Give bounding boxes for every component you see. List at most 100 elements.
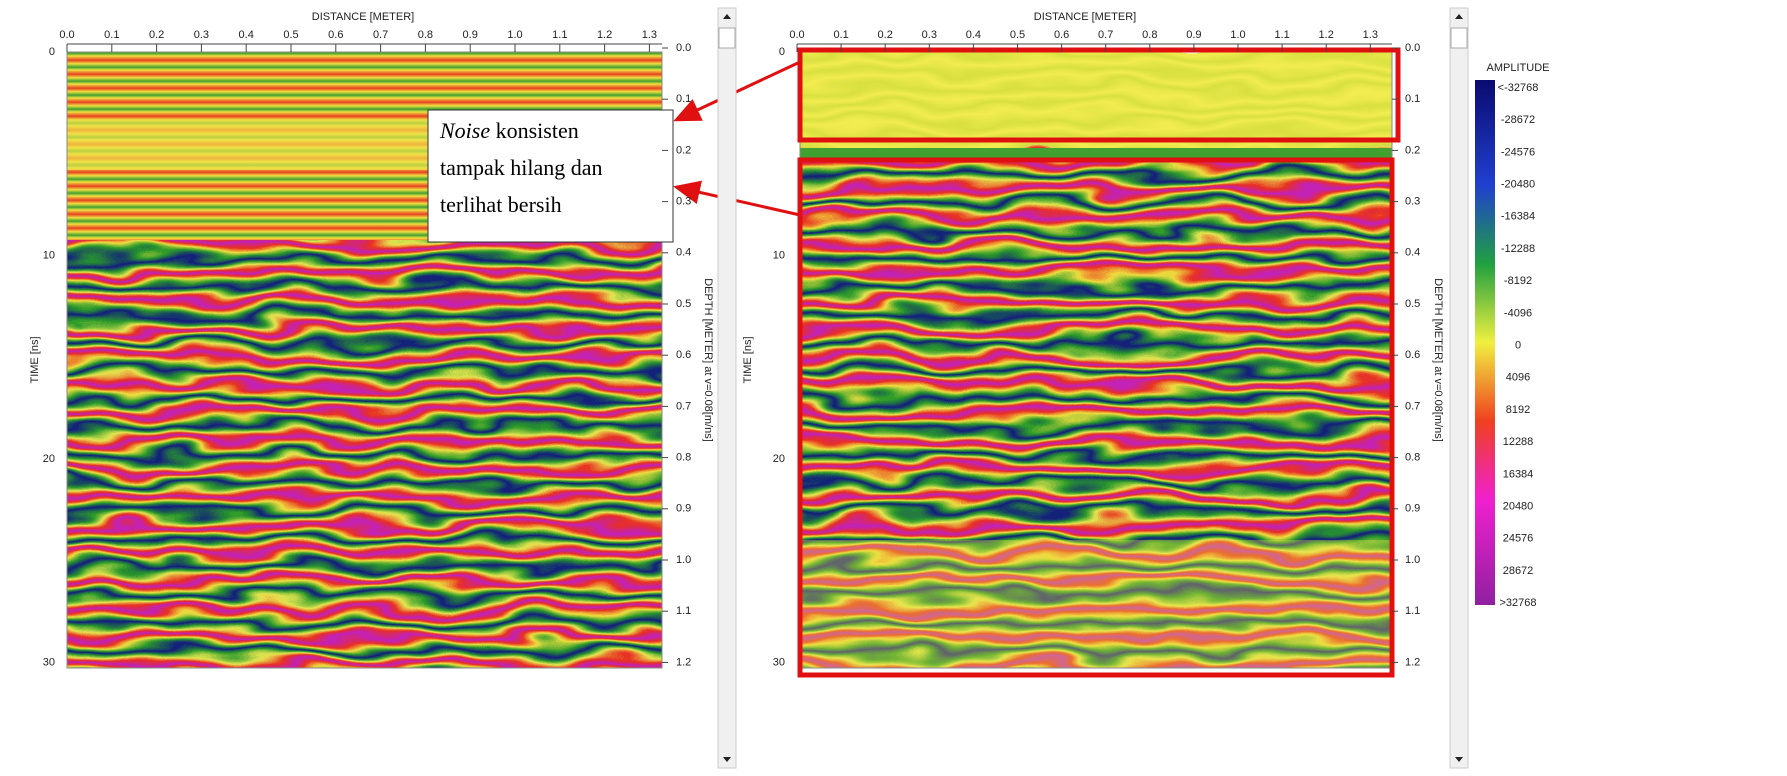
y2-tick-label: 0.0 (1405, 42, 1420, 54)
y-axis-title: TIME [ns] (29, 336, 41, 383)
x-tick-label: 0.7 (373, 29, 388, 41)
annotation-line: terlihat bersih (440, 192, 562, 217)
x-tick-label: 0.5 (1010, 29, 1025, 41)
y2-tick-label: 1.2 (676, 656, 691, 668)
x-tick-label: 0.2 (878, 29, 893, 41)
arrow (673, 60, 801, 122)
y2-axis-title: DEPTH [METER] at v=0.08[m/ns] (702, 278, 714, 442)
y2-tick-label: 0.8 (676, 452, 691, 464)
radargram-filtered (800, 52, 1392, 668)
colorbar-label: 8192 (1506, 404, 1530, 416)
colorbar (1475, 80, 1495, 605)
y2-tick-label: 0.7 (1405, 400, 1420, 412)
colorbar-label: 24576 (1503, 533, 1534, 545)
x-tick-label: 0.0 (789, 29, 804, 41)
x-tick-label: 1.0 (507, 29, 522, 41)
y2-tick-label: 1.0 (676, 554, 691, 566)
annotation-text: konsisten (496, 118, 579, 143)
y2-tick-label: 0.3 (1405, 196, 1420, 208)
annotation-italic: Noise (439, 118, 490, 143)
x-tick-label: 0.4 (966, 29, 981, 41)
x-tick-label: 1.3 (1363, 29, 1378, 41)
y2-tick-label: 0.6 (1405, 349, 1420, 361)
scroll-down[interactable] (1455, 757, 1463, 762)
x-tick-label: 0.1 (833, 29, 848, 41)
colorbar-label: 0 (1515, 340, 1521, 352)
y2-tick-label: 1.1 (676, 605, 691, 617)
x-tick-label: 0.8 (1142, 29, 1157, 41)
colorbar-label: <-32768 (1498, 82, 1539, 94)
x-tick-label: 0.2 (149, 29, 164, 41)
y2-tick-label: 0.9 (676, 503, 691, 515)
y2-tick-label: 0.3 (676, 196, 691, 208)
scroll-down[interactable] (723, 757, 731, 762)
colorbar-label: -4096 (1504, 307, 1532, 319)
y-tick-label: 10 (773, 249, 785, 261)
x-tick-label: 1.1 (552, 29, 567, 41)
x-tick-label: 0.9 (463, 29, 478, 41)
y2-tick-label: 0.5 (1405, 298, 1420, 310)
y2-tick-label: 0.6 (676, 349, 691, 361)
x-tick-label: 0.3 (194, 29, 209, 41)
colorbar-label: 20480 (1503, 501, 1534, 513)
scroll-thumb[interactable] (718, 27, 736, 49)
x-tick-label: 0.1 (104, 29, 119, 41)
annotation-line: tampak hilang dan (440, 155, 603, 180)
y-tick-label: 20 (773, 453, 785, 465)
y-tick-label: 30 (773, 656, 785, 668)
y-tick-label: 30 (43, 656, 55, 668)
scroll-thumb[interactable] (1450, 27, 1468, 49)
colorbar-label: -24576 (1501, 146, 1535, 158)
colorbar-label: 4096 (1506, 372, 1530, 384)
y2-tick-label: 0.2 (1405, 144, 1420, 156)
y-axis-title: TIME [ns] (742, 336, 754, 383)
colorbar-label: 28672 (1503, 565, 1534, 577)
x-tick-label: 0.4 (239, 29, 254, 41)
x-axis-title: DISTANCE [METER] (312, 11, 414, 23)
x-tick-label: 0.3 (922, 29, 937, 41)
plot-frame (66, 51, 663, 669)
colorbar-label: 12288 (1503, 436, 1534, 448)
annotation-line: Noise konsisten (439, 118, 579, 143)
colorbar-label: -20480 (1501, 179, 1535, 191)
y2-tick-label: 0.2 (676, 144, 691, 156)
y2-tick-label: 0.0 (676, 42, 691, 54)
x-tick-label: 0.6 (1054, 29, 1069, 41)
y2-tick-label: 0.8 (1405, 452, 1420, 464)
x-tick-label: 0.5 (283, 29, 298, 41)
colorbar-label: -8192 (1504, 275, 1532, 287)
y2-axis-title: DEPTH [METER] at v=0.08[m/ns] (1432, 278, 1444, 442)
scroll-up[interactable] (1455, 14, 1463, 19)
x-axis-title: DISTANCE [METER] (1034, 11, 1136, 23)
annotation: Noise konsisten tampak hilang dan terlih… (427, 109, 674, 243)
y2-tick-label: 0.1 (676, 93, 691, 105)
y2-tick-label: 0.9 (1405, 503, 1420, 515)
x-tick-label: 0.8 (418, 29, 433, 41)
annotation-box (427, 109, 674, 243)
x-tick-label: 1.3 (642, 29, 657, 41)
scrollbar (717, 7, 737, 769)
y2-tick-label: 0.4 (1405, 247, 1420, 259)
y2-tick-label: 0.1 (1405, 93, 1420, 105)
y-tick-label: 20 (43, 453, 55, 465)
x-tick-label: 0.9 (1186, 29, 1201, 41)
y2-tick-label: 0.7 (676, 400, 691, 412)
y2-tick-label: 0.4 (676, 247, 691, 259)
x-tick-label: 1.2 (597, 29, 612, 41)
scroll-up[interactable] (723, 14, 731, 19)
x-tick-label: 1.2 (1319, 29, 1334, 41)
arrow (673, 180, 801, 217)
colorbar-label: -28672 (1501, 114, 1535, 126)
x-tick-label: 0.0 (59, 29, 74, 41)
y-tick-label: 0 (779, 46, 785, 58)
y2-tick-label: 1.0 (1405, 554, 1420, 566)
x-tick-label: 1.0 (1230, 29, 1245, 41)
highlight-box (797, 157, 1395, 678)
x-tick-label: 0.6 (328, 29, 343, 41)
colorbar-label: 16384 (1503, 468, 1534, 480)
scrollbar (1449, 7, 1469, 769)
y-tick-label: 10 (43, 249, 55, 261)
y2-tick-label: 1.2 (1405, 656, 1420, 668)
x-tick-label: 1.1 (1274, 29, 1289, 41)
